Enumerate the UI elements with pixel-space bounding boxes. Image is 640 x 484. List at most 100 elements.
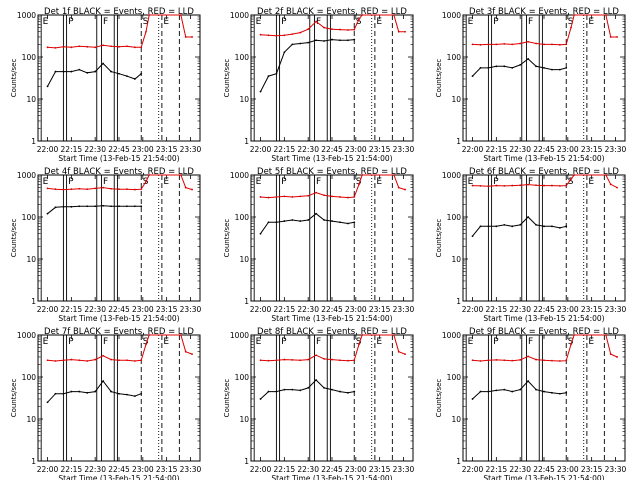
data-point [86,71,89,74]
data-point [118,205,120,208]
data-point [503,359,506,362]
data-point [70,70,73,73]
data-point [487,225,490,228]
data-point [62,188,65,191]
y-tick-label: 1000 [230,331,249,340]
series-line-lld [472,14,618,46]
data-point [558,392,561,395]
marker-label: E [256,337,262,347]
x-tick-label: 22:15 [274,465,296,474]
y-tick-label: 1 [244,297,249,306]
x-tick-label: 22:45 [321,465,343,474]
data-point [511,67,514,69]
data-point [94,70,97,73]
data-point [267,359,270,362]
data-point [180,174,182,176]
data-point [570,343,572,346]
data-point [54,206,57,209]
data-point [299,389,302,392]
data-point [307,28,310,31]
data-point [275,34,278,37]
data-point [291,359,294,361]
marker-label: E [43,337,49,347]
y-axis-label: Counts/sec [10,379,18,418]
data-point [565,225,568,228]
x-tick-label: 22:30 [84,465,106,474]
y-tick-label: 1 [31,297,36,306]
data-point [145,343,147,346]
x-tick-label: 22:00 [250,145,272,154]
data-point [126,359,128,362]
x-tick-label: 22:45 [533,305,555,314]
data-point [487,185,490,188]
x-tick-label: 23:00 [345,145,367,154]
plot-frame [250,334,414,462]
data-point [191,353,193,356]
marker-label: P [68,337,74,347]
x-axis-label: Start Time (13-Feb-15 21:54:00) [271,314,392,323]
marker-label: P [281,17,287,27]
data-point [543,67,545,69]
data-point [94,205,97,208]
chart-title: Det 2f BLACK = Events, RED = LLD [257,7,407,17]
data-point [404,30,406,33]
data-point [145,180,147,183]
x-tick-label: 22:00 [37,465,59,474]
x-tick-label: 23:00 [132,465,154,474]
x-tick-label: 22:45 [321,145,343,154]
data-point [267,196,270,199]
data-point [616,356,618,358]
data-point [307,387,310,389]
chart-title: Det 4f BLACK = Events, RED = LLD [44,167,194,177]
marker-label: S [143,337,149,347]
data-point [86,205,89,208]
data-point [331,358,333,361]
marker-label: S [356,17,362,27]
chart-panel-7: Det 7f BLACK = Events, RED = LLD 22:00 22:… [10,327,202,483]
series-line-lld [47,14,193,49]
data-point [558,360,561,362]
x-tick-label: 23:00 [557,145,579,154]
data-point [353,390,356,393]
data-point [78,45,81,48]
x-tick-label: 23:30 [180,465,202,474]
data-point [573,14,576,16]
data-point [471,43,474,46]
marker-label: E [163,337,169,347]
data-point [558,185,561,187]
x-tick-label: 23:30 [393,145,415,154]
data-point [570,178,572,180]
data-point [397,30,400,33]
chart-title: Det 5f BLACK = Events, RED = LLD [257,167,407,177]
marker-label: E [376,177,382,187]
x-tick-label: 22:30 [84,305,106,314]
chart-title: Det 7f BLACK = Events, RED = LLD [44,327,194,337]
data-point [471,398,474,400]
data-point [54,46,57,49]
data-point [495,65,498,68]
data-point [519,63,522,66]
data-point [393,14,395,16]
data-point [323,357,325,360]
x-tick-label: 22:30 [297,465,319,474]
x-tick-label: 22:30 [297,305,319,314]
data-point [259,398,262,400]
data-point [479,225,482,228]
data-point [535,42,537,45]
data-point [86,391,89,394]
marker-label: E [376,17,382,27]
data-point [180,14,182,16]
data-point [70,390,73,393]
data-point [62,45,65,48]
marker-label: S [356,177,362,187]
x-tick-label: 23:15 [369,305,391,314]
data-point [267,75,270,78]
data-point [148,334,151,336]
data-point [140,188,143,191]
data-point [331,38,333,41]
data-point [275,359,278,362]
y-axis-label: Counts/sec [10,59,18,98]
marker-label: E [468,337,474,347]
data-point [543,43,545,46]
